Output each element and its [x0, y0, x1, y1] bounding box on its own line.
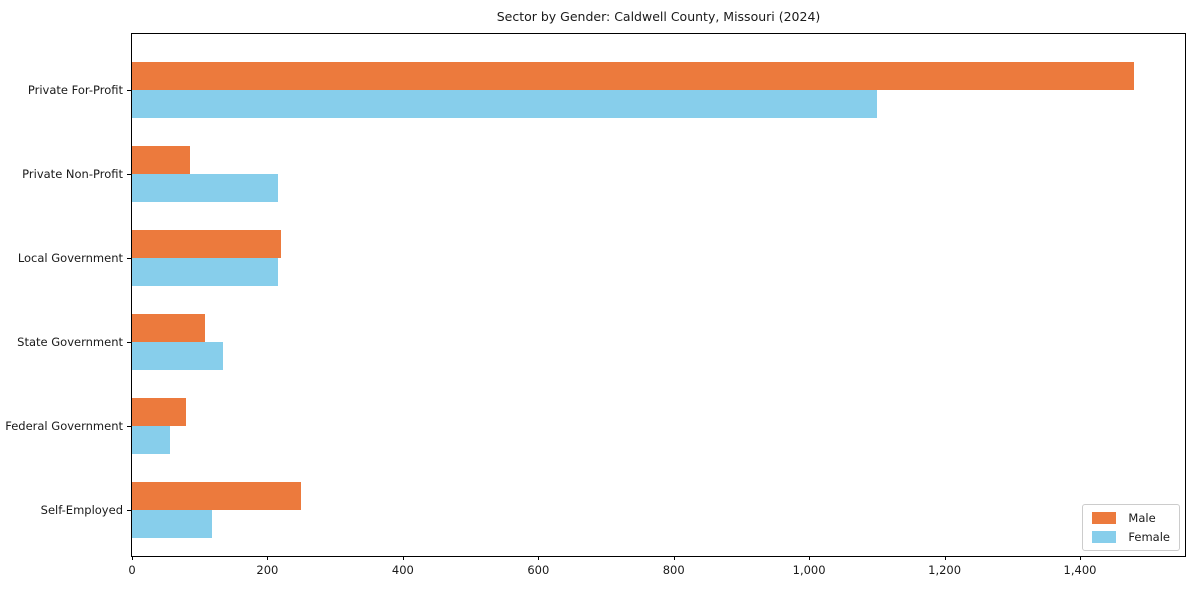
y-axis-tick — [127, 174, 131, 175]
legend-label-female: Female — [1128, 530, 1170, 544]
bar-male-0 — [132, 62, 1135, 90]
chart-title: Sector by Gender: Caldwell County, Misso… — [496, 9, 821, 24]
bar-male-4 — [132, 398, 187, 426]
bar-male-3 — [132, 314, 205, 342]
x-axis-label: 0 — [128, 563, 136, 577]
y-axis-label: Private Non-Profit — [22, 167, 123, 181]
bar-female-5 — [132, 510, 212, 538]
x-axis-tick — [402, 556, 404, 560]
x-axis-label: 200 — [256, 563, 279, 577]
y-axis-label: Local Government — [17, 251, 123, 265]
y-axis-label: Private For-Profit — [27, 83, 123, 97]
x-axis-label: 1,200 — [928, 563, 962, 577]
y-axis-tick — [127, 258, 131, 259]
plot-area: Male Female Private For-Profit Private No… — [5, 33, 1186, 577]
x-axis-label: 1,000 — [792, 563, 826, 577]
legend: Male Female — [1082, 504, 1180, 551]
y-axis-tick — [127, 90, 131, 91]
y-axis-tick — [127, 426, 131, 427]
y-axis-label: Self-Employed — [40, 503, 123, 517]
legend-item-female: Female — [1092, 531, 1170, 543]
x-axis-label: 800 — [662, 563, 685, 577]
legend-label-male: Male — [1128, 511, 1156, 525]
x-axis-tick — [1080, 556, 1081, 560]
bar-female-1 — [132, 174, 278, 202]
y-axis-tick — [127, 510, 131, 511]
bar-female-0 — [132, 90, 877, 118]
y-axis-label: Federal Government — [5, 419, 123, 433]
x-axis-label: 400 — [391, 563, 414, 577]
male-series-swatch-icon — [1092, 512, 1117, 524]
bar-female-3 — [132, 342, 224, 370]
x-axis-tick — [809, 556, 811, 560]
x-axis-tick — [267, 556, 269, 560]
x-axis-label: 600 — [527, 563, 550, 577]
bar-male-2 — [132, 230, 281, 258]
x-axis-tick — [132, 556, 133, 560]
bar-male-1 — [132, 146, 190, 174]
y-axis-label: State Government — [17, 335, 123, 349]
legend-item-male: Male — [1092, 512, 1170, 524]
x-axis-tick — [673, 556, 675, 560]
bar-female-2 — [132, 258, 278, 286]
x-axis-tick — [944, 556, 946, 560]
bar-male-5 — [132, 482, 302, 510]
female-series-swatch-icon — [1092, 531, 1117, 543]
x-axis-label: 1,400 — [1063, 563, 1097, 577]
y-axis-tick — [127, 342, 131, 343]
bar-female-4 — [132, 426, 170, 454]
x-axis-tick — [538, 556, 540, 560]
